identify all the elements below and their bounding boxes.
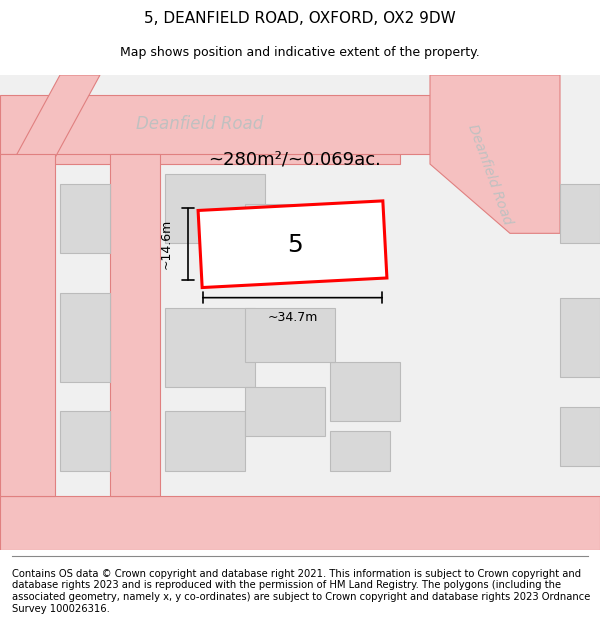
Text: Map shows position and indicative extent of the property.: Map shows position and indicative extent… (120, 46, 480, 59)
Text: Contains OS data © Crown copyright and database right 2021. This information is : Contains OS data © Crown copyright and d… (12, 569, 590, 614)
Polygon shape (0, 154, 55, 496)
Polygon shape (430, 75, 560, 233)
Text: 5: 5 (287, 233, 303, 258)
Text: ~34.7m: ~34.7m (268, 311, 317, 324)
Bar (198, 201, 387, 288)
Bar (330, 362, 400, 421)
Polygon shape (0, 496, 600, 550)
Text: Deanfield Road: Deanfield Road (136, 116, 263, 134)
Bar (165, 174, 265, 243)
Bar (0, 104, 400, 164)
Text: ~280m²/~0.069ac.: ~280m²/~0.069ac. (209, 150, 382, 168)
Bar (330, 431, 390, 471)
Bar (245, 204, 345, 263)
Polygon shape (0, 75, 100, 204)
Bar (60, 411, 110, 471)
Polygon shape (0, 95, 430, 154)
Text: ~14.6m: ~14.6m (160, 219, 173, 269)
Bar (245, 308, 335, 362)
Text: 5, DEANFIELD ROAD, OXFORD, OX2 9DW: 5, DEANFIELD ROAD, OXFORD, OX2 9DW (144, 11, 456, 26)
Bar (165, 308, 255, 387)
Bar (560, 406, 600, 466)
Bar (245, 387, 325, 436)
Polygon shape (110, 154, 160, 496)
Bar (60, 292, 110, 382)
Bar (60, 184, 110, 253)
Text: Deanfield Road: Deanfield Road (465, 122, 515, 226)
Bar (560, 298, 600, 377)
Bar (165, 411, 245, 471)
Bar (560, 184, 600, 243)
